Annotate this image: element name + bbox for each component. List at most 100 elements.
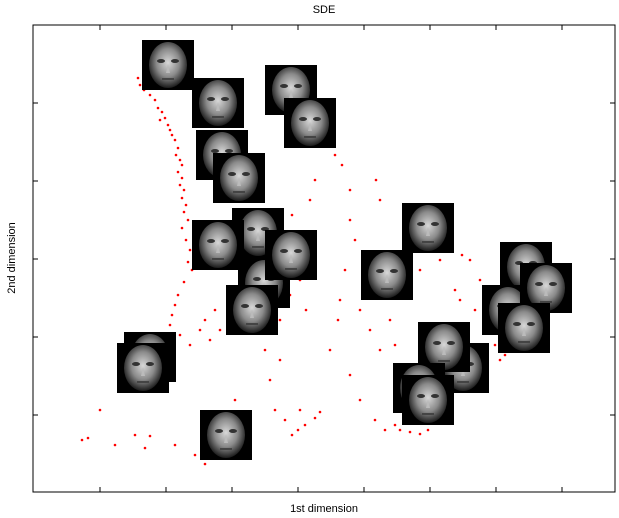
point xyxy=(339,299,342,302)
point xyxy=(187,219,190,222)
point xyxy=(309,199,312,202)
point xyxy=(379,349,382,352)
chart: SDE 1st dimension 2nd dimension xyxy=(0,0,619,518)
point xyxy=(284,419,287,422)
point xyxy=(394,424,397,427)
point xyxy=(187,261,190,264)
point xyxy=(199,329,202,332)
point xyxy=(185,239,188,242)
point xyxy=(461,254,464,257)
point xyxy=(474,309,477,312)
point xyxy=(469,259,472,262)
point xyxy=(171,134,174,137)
point xyxy=(179,184,182,187)
point xyxy=(504,354,507,357)
point xyxy=(459,299,462,302)
point xyxy=(341,164,344,167)
point xyxy=(194,454,197,457)
point xyxy=(144,447,147,450)
point xyxy=(329,349,332,352)
point xyxy=(334,154,337,157)
point xyxy=(177,294,180,297)
point xyxy=(299,409,302,412)
point xyxy=(369,329,372,332)
point xyxy=(149,435,152,438)
point xyxy=(314,179,317,182)
point xyxy=(175,154,178,157)
point xyxy=(183,189,186,192)
point xyxy=(87,437,90,440)
point xyxy=(204,463,207,466)
point xyxy=(183,211,186,214)
point xyxy=(161,111,164,114)
point xyxy=(374,419,377,422)
point xyxy=(394,344,397,347)
point xyxy=(419,269,422,272)
point xyxy=(274,409,277,412)
point xyxy=(174,139,177,142)
point xyxy=(384,429,387,432)
point xyxy=(349,189,352,192)
point xyxy=(137,77,140,80)
point xyxy=(174,444,177,447)
point xyxy=(354,239,357,242)
point xyxy=(379,199,382,202)
point xyxy=(183,281,186,284)
point xyxy=(479,279,482,282)
point xyxy=(314,417,317,420)
point xyxy=(305,309,308,312)
point xyxy=(319,411,322,414)
point xyxy=(427,429,430,432)
point xyxy=(375,179,378,182)
point xyxy=(181,177,184,180)
point xyxy=(179,334,182,337)
point xyxy=(214,309,217,312)
point xyxy=(171,314,174,317)
point xyxy=(157,107,160,110)
point xyxy=(114,444,117,447)
point xyxy=(359,309,362,312)
point xyxy=(167,124,170,127)
point xyxy=(177,171,180,174)
point xyxy=(359,399,362,402)
point xyxy=(389,319,392,322)
point xyxy=(181,197,184,200)
point xyxy=(454,289,457,292)
point xyxy=(149,94,152,97)
point xyxy=(291,214,294,217)
point xyxy=(185,204,188,207)
point xyxy=(189,344,192,347)
point xyxy=(219,329,222,332)
point xyxy=(279,359,282,362)
point xyxy=(439,259,442,262)
point xyxy=(154,99,157,102)
point xyxy=(494,344,497,347)
point xyxy=(164,117,167,120)
point xyxy=(499,359,502,362)
point xyxy=(177,147,180,150)
chart-title: SDE xyxy=(313,4,336,16)
point xyxy=(297,429,300,432)
point xyxy=(234,399,237,402)
point xyxy=(99,409,102,412)
point xyxy=(344,269,347,272)
point xyxy=(304,424,307,427)
point xyxy=(349,219,352,222)
point xyxy=(264,349,267,352)
point xyxy=(291,434,294,437)
point xyxy=(159,119,162,122)
point xyxy=(174,304,177,307)
point xyxy=(399,429,402,432)
point xyxy=(279,319,282,322)
y-axis-label: 2nd dimension xyxy=(6,222,18,294)
point xyxy=(134,434,137,437)
point xyxy=(337,319,340,322)
point xyxy=(189,249,192,252)
point xyxy=(269,379,272,382)
point xyxy=(204,319,207,322)
x-axis-label: 1st dimension xyxy=(290,503,358,515)
point xyxy=(349,374,352,377)
point xyxy=(169,324,172,327)
point xyxy=(81,439,84,442)
point xyxy=(139,84,142,87)
